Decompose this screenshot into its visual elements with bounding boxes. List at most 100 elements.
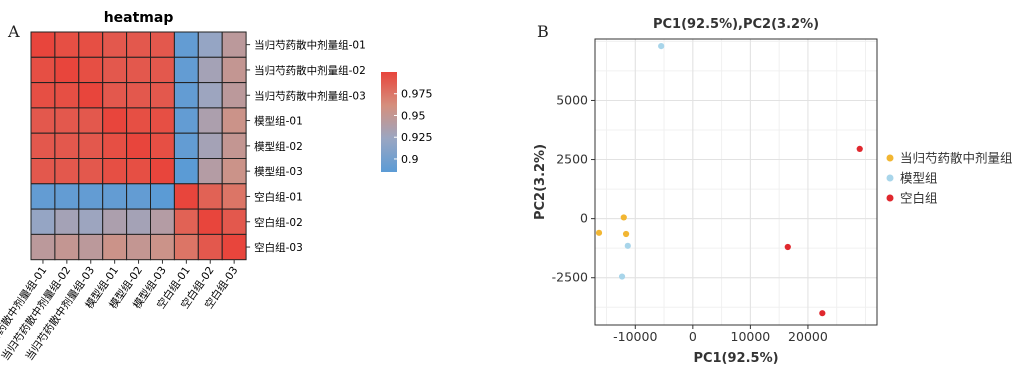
heatmap-cell [173, 233, 199, 261]
heatmap-cell [221, 31, 247, 58]
heatmap-cell [221, 208, 247, 235]
heatmap-cell [150, 233, 175, 261]
heatmap-row-label: 模型组-01 [254, 115, 303, 128]
heatmap-cell [78, 208, 104, 235]
scatter-point [624, 242, 631, 249]
heatmap-cell [102, 56, 128, 84]
legend-label: 模型组 [900, 171, 938, 186]
heatmap-cell [173, 132, 199, 159]
heatmap-cell [197, 183, 223, 210]
heatmap-cell [221, 132, 247, 159]
heatmap-cell [102, 107, 128, 134]
heatmap-cell [197, 158, 223, 185]
legend-label: 空白组 [900, 191, 938, 206]
heatmap-cell [78, 158, 104, 185]
heatmap-cell [221, 183, 247, 210]
heatmap-cell [126, 208, 151, 235]
heatmap-cell [197, 132, 223, 159]
heatmap-cell [150, 56, 175, 84]
scatter-point [618, 273, 626, 280]
heatmap-cell [173, 82, 199, 109]
heatmap-cell [30, 31, 56, 58]
heatmap-cell [30, 82, 56, 109]
y-axis-label: PC2(3.2%) [533, 144, 548, 220]
x-tick-label: 10000 [731, 329, 771, 344]
x-tick-label: 20000 [788, 329, 828, 344]
heatmap-cell [173, 208, 199, 235]
scatter-point [620, 214, 627, 221]
heatmap-cell [221, 56, 247, 84]
heatmap-cell [150, 158, 175, 185]
heatmap-cell [78, 132, 104, 159]
legend-marker [886, 194, 894, 202]
heatmap-row-label: 空白组-03 [254, 241, 303, 254]
heatmap-row-label: 当归芍药散中剂量组-02 [254, 64, 366, 77]
heatmap-cell [150, 132, 175, 159]
heatmap-row-label: 空白组-02 [254, 216, 303, 229]
colorbar-tick-label: 0.9 [401, 153, 419, 166]
heatmap-cell [126, 31, 151, 58]
x-axis-label: PC1(92.5%) [693, 351, 778, 366]
colorbar-tick-label: 0.975 [401, 88, 433, 101]
heatmap-cell [197, 208, 223, 235]
plot-border [594, 38, 878, 326]
heatmap-cell [102, 233, 128, 261]
heatmap-cell [78, 183, 104, 210]
heatmap-cell [102, 183, 128, 210]
y-tick-label: -2500 [552, 270, 588, 285]
heatmap-row-label: 当归芍药散中剂量组-03 [254, 89, 366, 102]
legend-label: 当归芍药散中剂量组 [900, 151, 1013, 166]
heatmap-cell [54, 56, 80, 84]
heatmap-cell [150, 82, 175, 109]
y-tick-label: 2500 [556, 152, 588, 167]
heatmap-cell [150, 183, 175, 210]
heatmap-cell [197, 56, 223, 84]
heatmap-cell [150, 31, 175, 58]
heatmap-cell [126, 82, 151, 109]
heatmap-cell [30, 183, 56, 210]
heatmap-cell [30, 132, 56, 159]
heatmap-cell [54, 233, 80, 261]
scatter-point [658, 42, 665, 50]
y-tick-label: 5000 [556, 92, 588, 107]
x-tick-label: 0 [689, 329, 697, 344]
legend-marker [886, 174, 894, 182]
heatmap-cell [173, 107, 199, 134]
heatmap-cell [173, 158, 199, 185]
colorbar-tick-label: 0.95 [401, 109, 426, 122]
pca-scatter-chart: PC1(92.5%),PC2(3.2%) -10000 0 10000 20000 -25… [533, 17, 1013, 366]
scatter-point [819, 310, 826, 317]
heatmap-cell [78, 82, 104, 109]
colorbar [381, 72, 397, 172]
heatmap-cell [126, 158, 151, 185]
heatmap-row-label: 当归芍药散中剂量组-01 [254, 39, 366, 52]
heatmap-cell [78, 56, 104, 84]
scatter-point [622, 230, 630, 238]
heatmap-cell [150, 107, 175, 134]
heatmap-title: heatmap [104, 10, 174, 26]
heatmap-row-label: 模型组-02 [254, 140, 303, 153]
heatmap-cell [126, 107, 151, 134]
heatmap-cell [197, 82, 223, 109]
heatmap-cell [197, 233, 223, 261]
heatmap-cell [126, 132, 151, 159]
heatmap-cell [54, 183, 80, 210]
panel-label-b: B [537, 22, 549, 41]
heatmap-row-label: 模型组-03 [254, 165, 303, 178]
heatmap-chart: heatmap 当归芍药散中剂量组-01 当归芍药散中剂量组-02 当归芍药散中剂量组… [0, 10, 433, 363]
heatmap-cell [30, 56, 56, 84]
scatter-point [784, 243, 791, 251]
scatter-point [595, 229, 603, 236]
heatmap-cell [78, 233, 104, 261]
heatmap-cell [173, 183, 199, 210]
y-tick-label: 0 [580, 211, 588, 226]
heatmap-cell [54, 208, 80, 235]
heatmap-cell [30, 158, 56, 185]
heatmap-cell [30, 208, 56, 235]
heatmap-cell [54, 107, 80, 134]
x-tick-label: -10000 [613, 329, 657, 344]
heatmap-cell [78, 107, 104, 134]
colorbar-tick-label: 0.925 [401, 131, 433, 144]
heatmap-cell [173, 31, 199, 58]
heatmap-row-label: 空白组-01 [254, 190, 303, 203]
